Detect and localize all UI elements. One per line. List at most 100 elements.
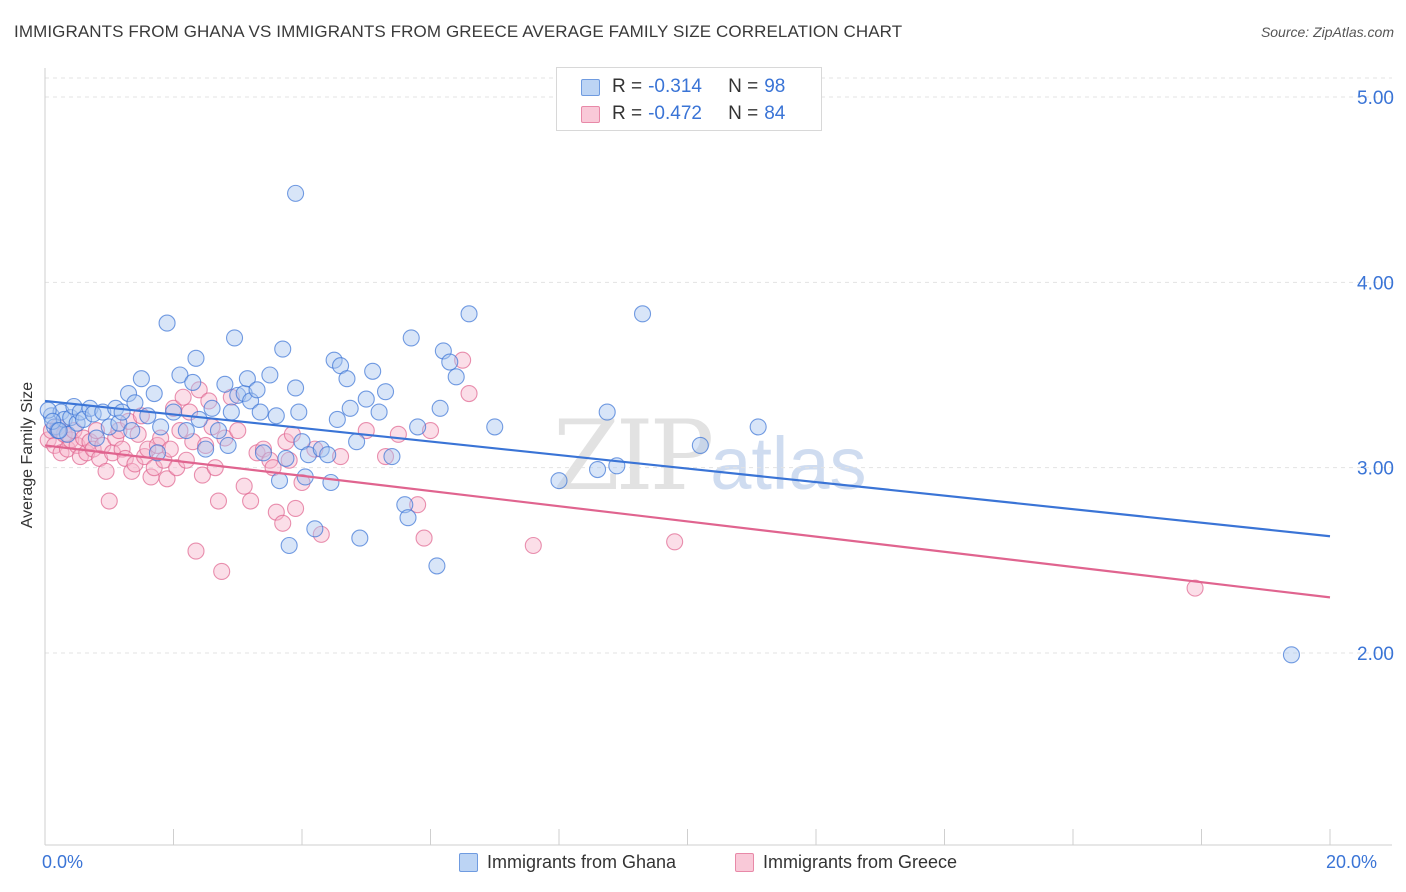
data-point-greece: [197, 436, 215, 454]
data-point-ghana: [277, 449, 295, 467]
data-point-ghana: [216, 375, 234, 393]
data-point-greece: [177, 451, 195, 469]
data-point-ghana: [319, 446, 337, 464]
legend-r-label: R =: [612, 103, 643, 124]
data-point-greece: [158, 470, 176, 488]
data-point-ghana: [274, 340, 292, 358]
data-point-greece: [161, 440, 179, 458]
data-point-greece: [100, 492, 118, 510]
legend-r-value: -0.472: [648, 103, 702, 124]
watermark-atlas: atlas: [710, 422, 867, 505]
data-point-ghana: [158, 314, 176, 332]
data-point-ghana: [598, 403, 616, 421]
trend-line-ghana: [44, 399, 1331, 538]
data-point-ghana: [691, 436, 709, 454]
series-greece-points: [39, 351, 1204, 597]
data-point-ghana: [441, 353, 459, 371]
data-point-ghana: [261, 366, 279, 384]
data-point-ghana: [396, 496, 414, 514]
data-point-ghana: [376, 383, 395, 401]
stats-legend: R = -0.314 N = 98 R = -0.472 N = 84: [556, 67, 822, 131]
data-point-greece: [87, 422, 105, 440]
data-point-greece: [376, 447, 395, 466]
legend-n-label: N =: [728, 103, 759, 124]
data-point-ghana: [87, 429, 105, 447]
data-point-greece: [235, 477, 253, 495]
data-point-ghana: [348, 433, 366, 451]
y-tick-label: 2.00: [1357, 644, 1394, 665]
data-point-ghana: [428, 557, 446, 575]
legend-r-value: -0.314: [648, 76, 702, 97]
data-point-greece: [187, 542, 205, 560]
legend-r-label: R =: [612, 76, 643, 97]
data-point-greece: [331, 447, 350, 466]
data-point-ghana: [287, 379, 305, 397]
bottom-legend-ghana[interactable]: Immigrants from Ghana: [459, 852, 676, 873]
data-point-greece: [460, 384, 478, 403]
data-point-ghana: [447, 368, 465, 386]
data-point-ghana: [184, 373, 202, 391]
data-point-ghana: [322, 473, 340, 492]
data-point-greece: [1186, 579, 1204, 597]
data-point-greece: [274, 514, 292, 532]
data-point-ghana: [248, 381, 266, 399]
data-point-ghana: [238, 370, 256, 388]
legend-n-value: 98: [764, 76, 786, 97]
data-point-greece: [454, 351, 472, 369]
trend-line-greece: [44, 444, 1331, 599]
data-point-ghana: [42, 407, 60, 425]
trend-lines: [44, 399, 1331, 599]
data-point-greece: [206, 459, 224, 477]
data-point-greece: [209, 492, 228, 510]
data-point-ghana: [299, 446, 317, 464]
data-point-greece: [97, 462, 115, 480]
legend-n-value: 84: [764, 103, 786, 124]
y-tick-label: 5.00: [1357, 88, 1394, 109]
data-point-ghana: [190, 410, 208, 429]
data-point-ghana: [267, 407, 285, 425]
data-point-greece: [524, 536, 542, 555]
legend-n-label: N =: [728, 76, 759, 97]
data-point-ghana: [338, 370, 356, 388]
data-point-greece: [409, 496, 427, 514]
data-point-ghana: [370, 403, 388, 421]
x-tick-label-max: 20.0%: [1326, 852, 1378, 872]
x-tick-label-min: 0.0%: [42, 852, 84, 872]
data-point-ghana: [152, 418, 170, 436]
data-point-ghana: [1282, 646, 1300, 664]
data-point-ghana: [409, 418, 427, 436]
data-point-greece: [293, 473, 311, 492]
data-point-ghana: [341, 399, 359, 417]
data-point-ghana: [110, 414, 128, 432]
data-point-ghana: [126, 394, 144, 412]
data-point-greece: [229, 422, 247, 440]
bottom-legend-swatch-greece: [735, 853, 754, 872]
gridlines: [45, 77, 1392, 654]
data-point-greece: [421, 422, 440, 440]
data-point-ghana: [197, 440, 215, 458]
legend-row-ghana: R = -0.314 N = 98: [581, 75, 785, 99]
data-point-ghana: [486, 418, 504, 436]
data-point-ghana: [58, 425, 77, 443]
data-point-ghana: [633, 305, 652, 323]
data-point-greece: [164, 399, 183, 417]
data-point-ghana: [145, 384, 163, 403]
data-point-greece: [213, 562, 231, 581]
y-axis-label: Average Family Size: [19, 381, 36, 529]
bottom-legend-swatch-ghana: [459, 853, 478, 872]
data-point-ghana: [119, 384, 138, 403]
data-point-ghana: [44, 412, 62, 430]
bottom-legend-label-greece: Immigrants from Greece: [763, 852, 958, 872]
data-point-ghana: [50, 422, 68, 440]
data-point-ghana: [383, 447, 401, 466]
data-point-ghana: [290, 403, 308, 421]
data-point-ghana: [100, 418, 118, 436]
bottom-legend-greece[interactable]: Immigrants from Greece: [735, 852, 957, 873]
data-point-greece: [666, 533, 684, 551]
axes: [44, 68, 1392, 846]
data-point-ghana: [328, 410, 346, 429]
data-point-ghana: [187, 349, 205, 367]
data-point-greece: [193, 466, 211, 484]
data-point-ghana: [123, 422, 141, 440]
